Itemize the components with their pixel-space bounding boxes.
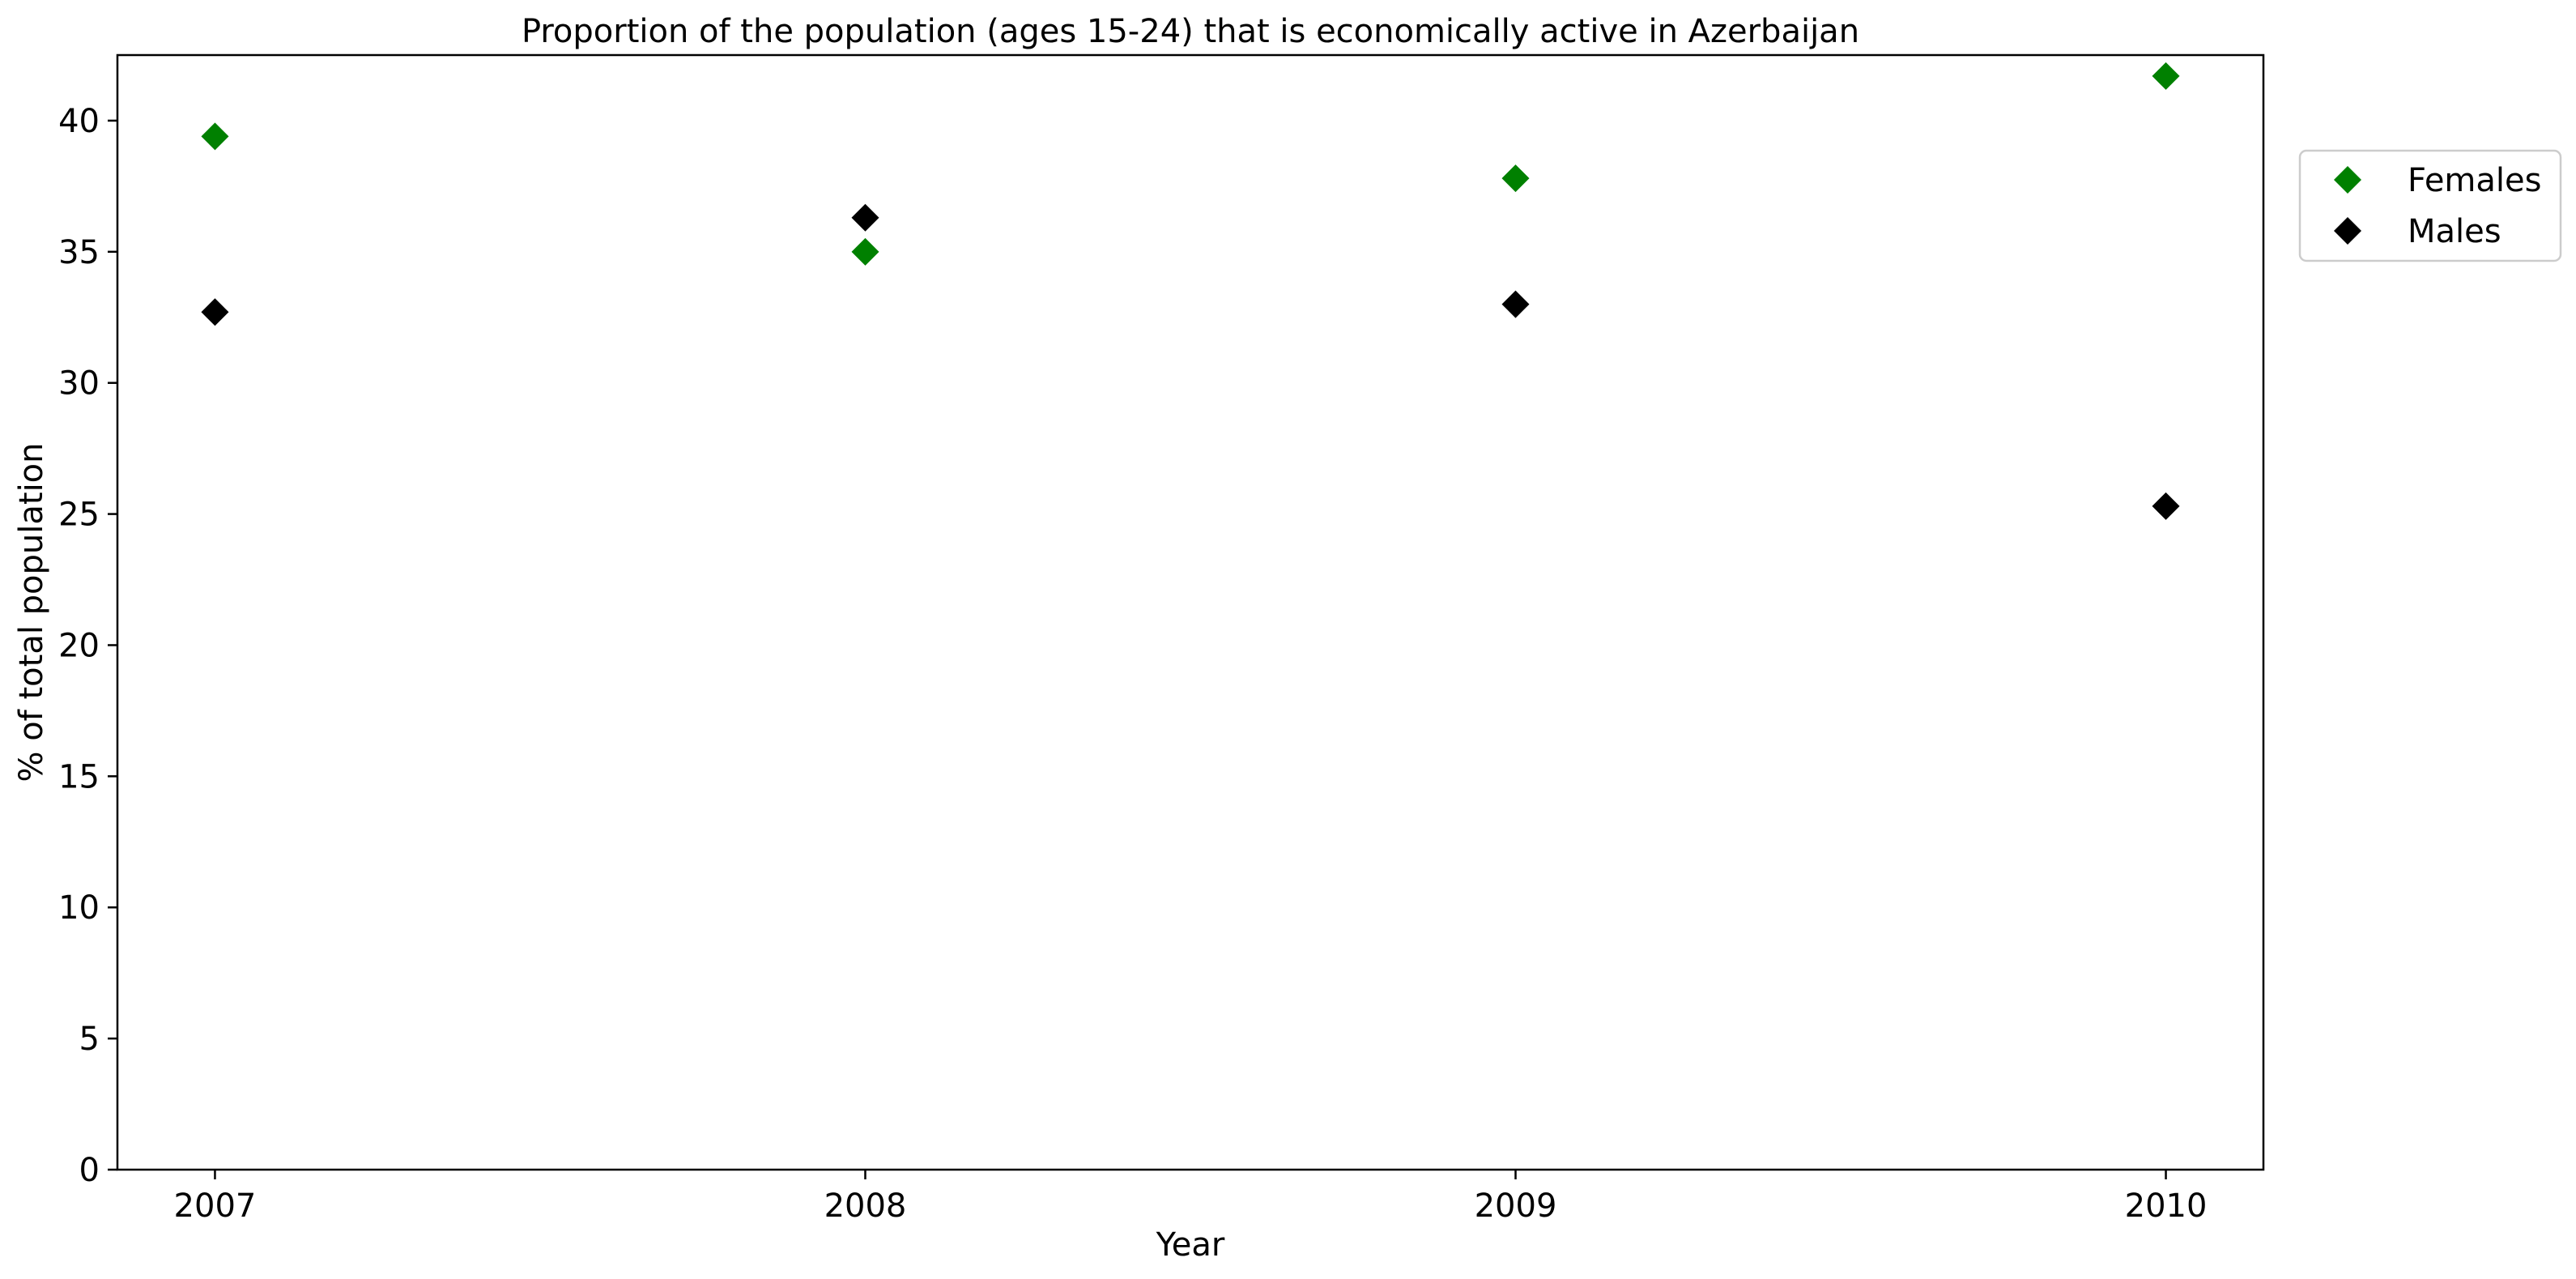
plot-frame [116,53,2265,1171]
y-tick-label: 10 [58,889,100,927]
data-point-females [2152,62,2180,90]
y-tick-label: 20 [58,627,100,664]
legend-label: Males [2408,213,2501,250]
data-point-females [851,237,879,266]
data-point-females [1501,164,1530,193]
data-point-males [1501,290,1530,318]
y-tick-label: 5 [79,1021,100,1058]
x-tick-label: 2009 [1475,1187,1557,1225]
data-point-females [201,122,229,151]
x-tick-label: 2010 [2125,1187,2208,1225]
y-tick-label: 35 [58,234,100,271]
y-axis-label: % of total population [13,442,50,782]
legend-marker-males [2334,217,2361,245]
legend-label: Females [2408,162,2541,199]
x-axis: 2007 2008 2009 2010 [174,1170,2208,1225]
legend: Females Males [2298,149,2562,262]
chart-title: Proportion of the population (ages 15-24… [522,13,1859,50]
data-point-males [2152,492,2180,520]
legend-marker-females [2334,166,2361,194]
data-point-males [201,298,229,326]
data-points [201,62,2180,520]
y-tick-label: 25 [58,497,100,534]
y-tick-label: 40 [58,103,100,140]
legend-items: Females Males [2334,162,2541,250]
data-point-males [851,203,879,232]
legend-frame [2298,149,2562,262]
x-tick-label: 2008 [824,1187,907,1225]
y-axis: 0 5 10 15 20 25 30 35 40 [58,103,117,1189]
x-tick-label: 2007 [174,1187,257,1225]
x-axis-label: Year [1156,1226,1225,1264]
y-tick-label: 30 [58,365,100,403]
y-tick-label: 0 [79,1152,100,1189]
y-tick-label: 15 [58,758,100,795]
